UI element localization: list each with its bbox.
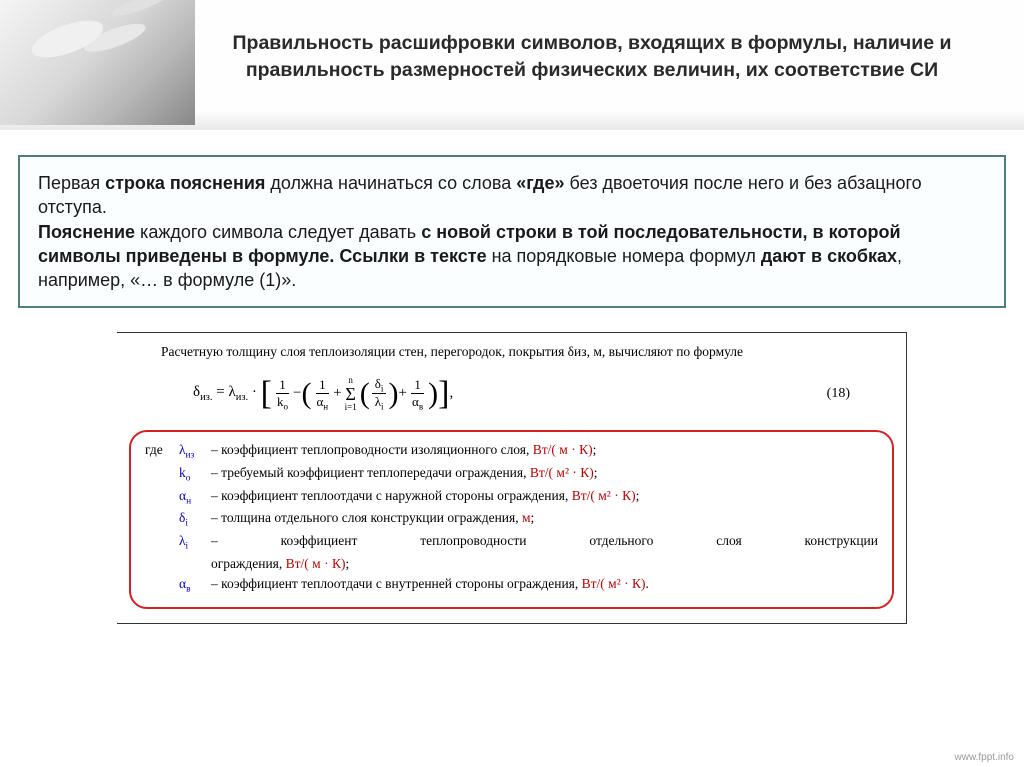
content-area: Первая строка пояснения должна начинатьс… bbox=[0, 130, 1024, 624]
equation-number: (18) bbox=[827, 386, 850, 402]
legend-row: ограждения, Вт/( м · К); bbox=[145, 554, 878, 574]
legend-row: δi– толщина отдельного слоя конструкции … bbox=[145, 508, 878, 531]
formula-intro: Расчетную толщину слоя теплоизоляции сте… bbox=[133, 343, 890, 361]
where-legend-highlight: гдеλиз– коэффициент теплопроводности изо… bbox=[129, 430, 894, 609]
decorative-blueprint-image bbox=[0, 0, 195, 125]
legend-row: λi– коэффициент теплопроводности отдельн… bbox=[145, 531, 878, 554]
formula-equation-row: δиз. = λиз. · [ 1kо − ( 1αн + nΣi=1 ( δi… bbox=[133, 362, 890, 426]
footer-link: www.fppt.info bbox=[955, 752, 1014, 763]
legend-row: гдеλиз– коэффициент теплопроводности изо… bbox=[145, 440, 878, 463]
formula-panel: Расчетную толщину слоя теплоизоляции сте… bbox=[117, 332, 907, 624]
legend-row: kо– требуемый коэффициент теплопередачи … bbox=[145, 463, 878, 486]
legend-row: αн– коэффициент теплоотдачи с наружной с… bbox=[145, 486, 878, 509]
formula-equation: δиз. = λиз. · [ 1kо − ( 1αн + nΣi=1 ( δi… bbox=[193, 376, 453, 412]
legend-row: αв– коэффициент теплоотдачи с внутренней… bbox=[145, 574, 878, 597]
header: Правильность расшифровки символов, входя… bbox=[0, 0, 1024, 130]
explanation-box: Первая строка пояснения должна начинатьс… bbox=[18, 155, 1006, 308]
explanation-text: Первая строка пояснения должна начинатьс… bbox=[38, 171, 986, 292]
slide-title: Правильность расшифровки символов, входя… bbox=[220, 30, 964, 85]
